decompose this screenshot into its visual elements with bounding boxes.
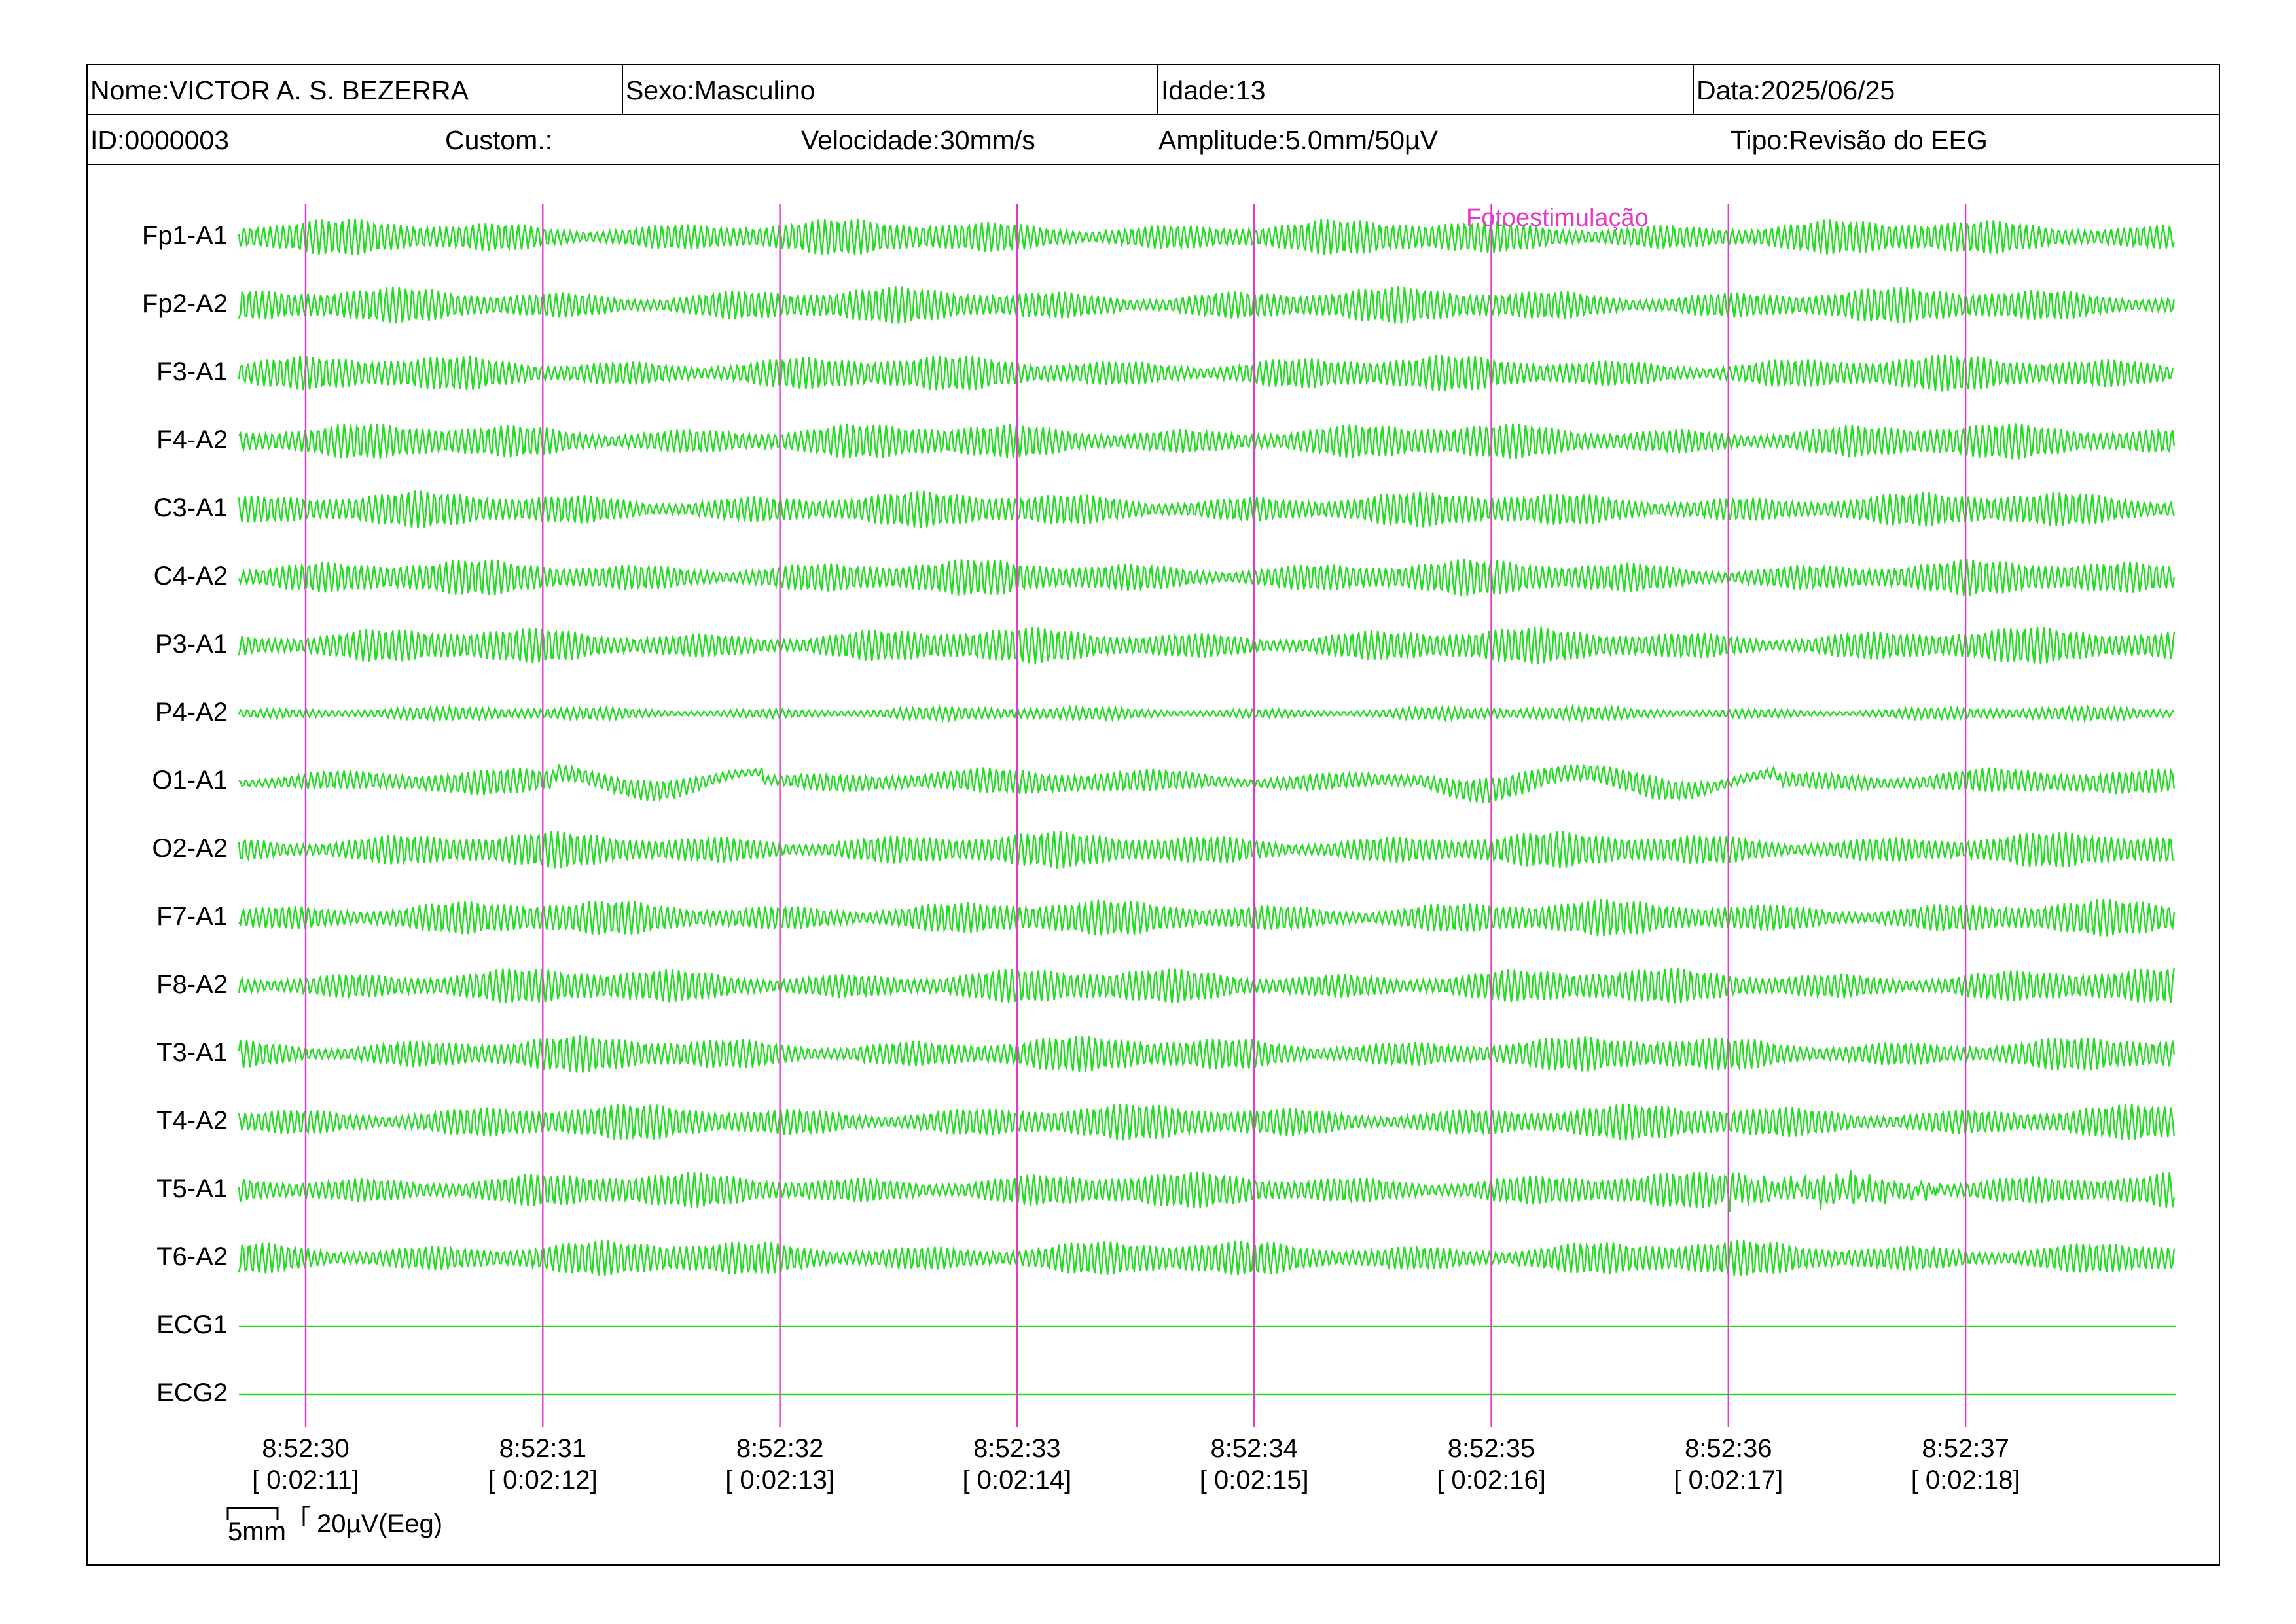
eeg-trace-fp1-a1 [238, 219, 2175, 255]
time-label-clock: 8:52:33 [973, 1434, 1061, 1463]
amplitude-scale-bar-icon [302, 1506, 310, 1526]
channel-label: C3-A1 [153, 494, 228, 522]
eeg-trace-p4-a2 [238, 704, 2175, 724]
time-label-clock: 8:52:37 [1922, 1434, 2009, 1463]
channel-label: T4-A2 [156, 1106, 228, 1135]
paper-speed: Velocidade:30mm/s [801, 125, 1035, 155]
time-scale-label: 5mm [228, 1517, 286, 1546]
channel-label: T5-A1 [156, 1174, 228, 1203]
time-label-elapsed: [ 0:02:17] [1674, 1466, 1784, 1494]
eeg-trace-t6-a2 [238, 1240, 2175, 1276]
eeg-trace-fp2-a2 [238, 286, 2175, 324]
channel-label: F8-A2 [156, 970, 228, 999]
eeg-report-sheet: Nome:VICTOR A. S. BEZERRA Sexo:Masculino… [86, 64, 2220, 1566]
amplitude-setting: Amplitude:5.0mm/50µV [1158, 125, 1438, 155]
patient-name: Nome:VICTOR A. S. BEZERRA [88, 65, 623, 114]
channel-label: Fp1-A1 [141, 221, 228, 250]
time-label-clock: 8:52:35 [1447, 1434, 1535, 1463]
eeg-trace-c3-a1 [238, 490, 2175, 528]
channel-label: Fp2-A2 [141, 289, 228, 318]
time-label-elapsed: [ 0:02:14] [962, 1466, 1072, 1494]
channel-label: ECG2 [156, 1379, 228, 1407]
eeg-trace-t5-a1 [238, 1170, 2175, 1212]
photostimulation-marker: Fotoestimulação [1466, 204, 1649, 232]
channel-label: P4-A2 [154, 698, 228, 727]
exam-date: Data:2025/06/25 [1696, 75, 1895, 105]
time-label-elapsed: [ 0:02:15] [1199, 1466, 1309, 1494]
eeg-trace-o2-a2 [238, 831, 2175, 869]
channel-label: F4-A2 [156, 425, 228, 454]
time-label-clock: 8:52:34 [1210, 1434, 1298, 1463]
eeg-trace-o1-a1 [238, 763, 2175, 804]
channel-label: O1-A1 [152, 766, 228, 795]
patient-age: Idade:13 [1158, 65, 1694, 114]
time-label-clock: 8:52:36 [1685, 1434, 1772, 1463]
patient-id: ID:0000003 [90, 125, 230, 155]
time-label-clock: 8:52:31 [499, 1434, 587, 1463]
channel-label: F3-A1 [156, 357, 228, 386]
eeg-trace-t3-a1 [238, 1035, 2175, 1073]
time-label-elapsed: [ 0:02:11] [252, 1466, 359, 1494]
time-label-clock: 8:52:32 [736, 1434, 824, 1463]
channel-label: T6-A2 [156, 1242, 228, 1271]
review-type: Tipo:Revisão do EEG [1731, 125, 1988, 155]
time-label-elapsed: [ 0:02:16] [1437, 1466, 1546, 1494]
time-scale-bar-icon [226, 1507, 279, 1520]
eeg-trace-f8-a2 [238, 967, 2175, 1004]
amplitude-scale-label: 20µV(Eeg) [317, 1509, 443, 1538]
channel-label: F7-A1 [156, 902, 228, 931]
channel-label: C4-A2 [153, 562, 228, 590]
patient-sex: Sexo:Masculino [623, 65, 1158, 114]
time-label-elapsed: [ 0:02:18] [1910, 1466, 2020, 1494]
eeg-trace-f3-a1 [238, 354, 2175, 392]
channel-label: O2-A2 [152, 834, 228, 863]
header-row-settings: ID:0000003 Custom.: Velocidade:30mm/s Am… [88, 115, 2219, 165]
eeg-trace-f7-a1 [238, 899, 2175, 937]
channel-label: P3-A1 [154, 630, 228, 659]
eeg-trace-p3-a1 [238, 626, 2175, 664]
eeg-trace-t4-a2 [238, 1103, 2175, 1141]
eeg-trace-f4-a2 [238, 423, 2175, 460]
channel-label: T3-A1 [156, 1038, 228, 1067]
eeg-trace-c4-a2 [238, 558, 2175, 596]
time-label-clock: 8:52:30 [262, 1434, 350, 1463]
header-row-patient: Nome:VICTOR A. S. BEZERRA Sexo:Masculino… [88, 65, 2219, 115]
channel-label: ECG1 [156, 1310, 228, 1339]
time-label-elapsed: [ 0:02:12] [488, 1466, 598, 1494]
time-label-elapsed: [ 0:02:13] [725, 1466, 834, 1494]
custom-field: Custom.: [445, 125, 553, 155]
